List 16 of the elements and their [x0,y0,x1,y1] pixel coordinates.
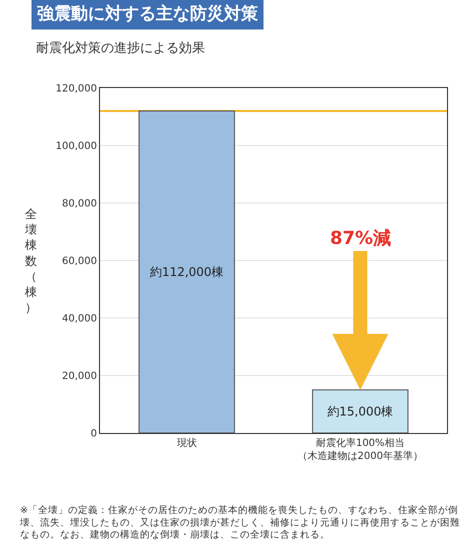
chart-subtitle: 耐震化対策の進捗による効果 [36,40,205,56]
y-tick-label: 80,000 [62,198,97,210]
chart-title: 強震動に対する主な防災対策 [37,4,258,24]
x-tick-label: 現状 [176,437,197,449]
y-tick-label: 0 [90,428,97,440]
data-label: 約112,000棟 [150,265,224,279]
y-tick-label: 100,000 [56,141,97,152]
x-tick-label: 耐震化率100%相当（木造建物は2000年基準） [298,437,423,462]
y-tick-label: 20,000 [62,371,97,382]
y-tick-label: 120,000 [56,84,97,94]
data-label: 約15,000棟 [327,404,394,418]
y-tick-label: 40,000 [62,314,97,324]
y-tick-label: 60,000 [62,256,97,267]
y-axis-title: 全壊棟数（棟） [24,207,37,315]
text: ※「全壊」の定義：住家がその居住のための基本的機能を喪失したもの、すなわち、住家全部が倒壊、流失、埋没したもの、又は住家の損壊が甚だしく、補修により元通りに再使用することが困難なもの。なお、建物の構造的な倒壊・崩壊は、この全壊に含まれる。 [19,504,460,541]
annotation: 87%減 [330,228,392,249]
